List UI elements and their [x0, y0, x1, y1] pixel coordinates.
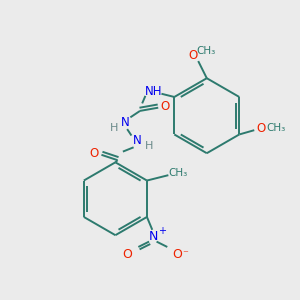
Text: O: O [256, 122, 265, 134]
Text: O: O [123, 248, 133, 261]
Text: NH: NH [145, 85, 163, 98]
Text: H: H [144, 141, 153, 151]
Text: N: N [121, 116, 129, 129]
Text: +: + [158, 226, 166, 236]
Text: CH₃: CH₃ [266, 123, 285, 133]
Text: O: O [172, 248, 182, 261]
Text: O: O [160, 100, 169, 113]
Text: O: O [188, 49, 197, 62]
Text: N: N [132, 134, 141, 147]
Text: ⁻: ⁻ [183, 250, 188, 260]
Text: H: H [110, 123, 118, 133]
Text: CH₃: CH₃ [168, 168, 188, 178]
Text: O: O [89, 147, 99, 160]
Text: N: N [149, 230, 158, 243]
Text: CH₃: CH₃ [196, 46, 215, 56]
